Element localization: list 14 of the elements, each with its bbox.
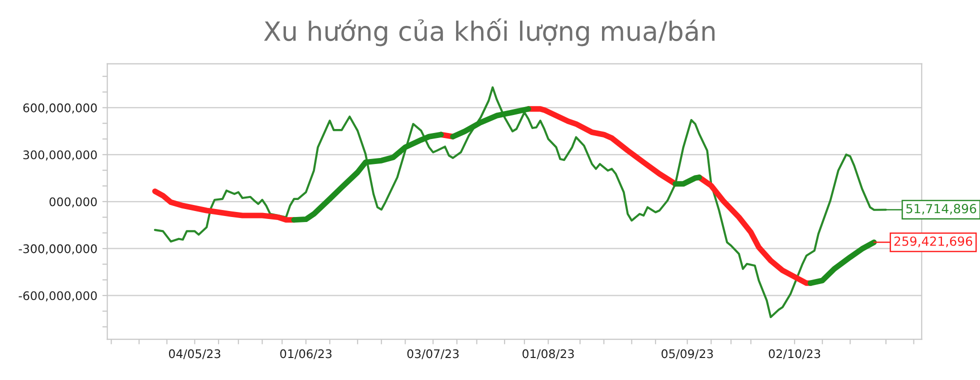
y-tick-label: -300,000,000 xyxy=(18,244,97,254)
chart-title: Xu hướng của khối lượng mua/bán xyxy=(264,18,715,46)
x-tick-label: 03/07/23 xyxy=(407,349,459,360)
y-tick-label: 000,000 xyxy=(50,197,97,208)
y-tick-label: 600,000,000 xyxy=(23,103,97,114)
annotation: 51,714,896 xyxy=(906,204,976,215)
x-tick-label: 01/06/23 xyxy=(280,349,332,360)
annotation: 259,421,696 xyxy=(894,236,972,248)
x-tick-label: 02/10/23 xyxy=(768,349,820,360)
x-tick-label: 05/09/23 xyxy=(662,349,713,360)
x-tick-label: 01/08/23 xyxy=(522,349,574,360)
y-tick-label: -600,000,000 xyxy=(18,291,97,302)
y-tick-label: 300,000,000 xyxy=(23,150,97,160)
x-tick-label: 04/05/23 xyxy=(168,349,220,360)
